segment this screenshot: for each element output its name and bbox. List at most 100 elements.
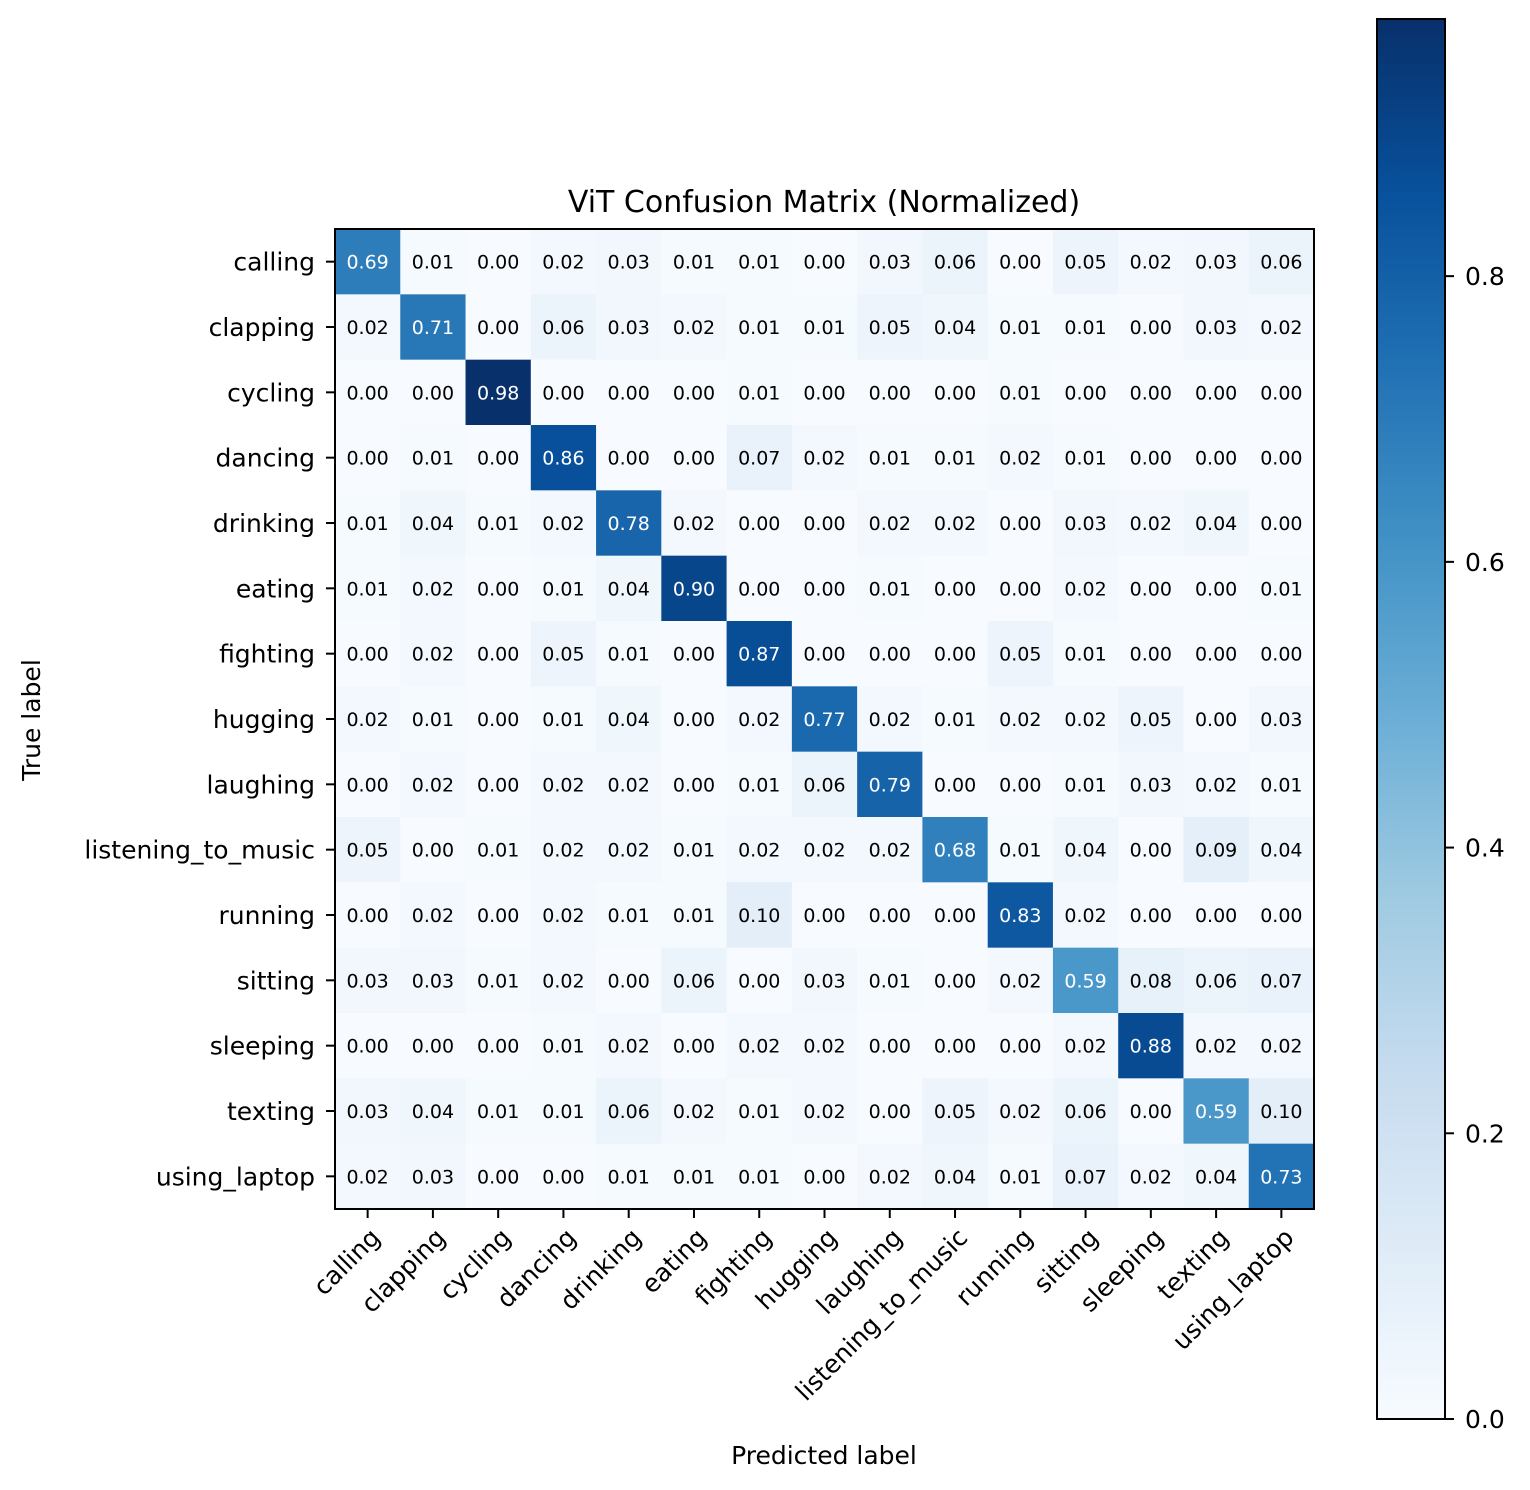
cell-value-label: 0.00	[869, 905, 911, 927]
heatmap-cell	[1248, 882, 1315, 949]
heatmap-cell	[661, 425, 728, 491]
colorbar-tick-label: 0.0	[1465, 1405, 1505, 1434]
cell-value-label: 0.00	[477, 774, 519, 796]
heatmap-cell	[530, 686, 597, 753]
heatmap-cell	[1052, 882, 1119, 949]
heatmap-cell	[465, 1078, 532, 1145]
cell-value-label: 0.01	[934, 709, 976, 731]
y-tick-label: laughing	[207, 770, 315, 799]
heatmap-cell	[1183, 229, 1250, 295]
cell-value-label: 0.00	[934, 1036, 976, 1058]
cell-value-label: 0.02	[803, 1036, 845, 1058]
cell-value-label: 0.02	[542, 970, 584, 992]
cell-value-label: 0.00	[1195, 382, 1237, 404]
heatmap-cell	[596, 1143, 662, 1210]
cell-value-label: 0.00	[869, 382, 911, 404]
cell-value-label: 0.00	[999, 252, 1041, 274]
cell-value-label: 0.04	[1260, 840, 1302, 862]
heatmap-cell	[530, 947, 597, 1014]
heatmap-cell	[335, 229, 401, 295]
heatmap-cell	[987, 490, 1054, 557]
cell-value-label: 0.02	[869, 709, 911, 731]
cell-value-label: 0.01	[673, 905, 715, 927]
heatmap-cell	[1183, 359, 1250, 426]
heatmap-cell	[726, 294, 793, 361]
heatmap-cell	[726, 751, 793, 818]
y-tick-label: cycling	[227, 378, 315, 407]
cell-value-label: 0.00	[1260, 905, 1302, 927]
heatmap-cell	[335, 1143, 401, 1210]
cell-value-label: 0.04	[1195, 1166, 1237, 1188]
heatmap-cell	[465, 686, 532, 753]
heatmap-cell	[596, 359, 662, 426]
cell-value-label: 0.00	[803, 382, 845, 404]
heatmap-cell	[726, 555, 793, 622]
heatmap-cell	[400, 555, 467, 622]
cell-value-label: 0.03	[1195, 317, 1237, 339]
heatmap-cell	[661, 882, 728, 949]
cell-value-label: 0.00	[803, 905, 845, 927]
cell-value-label: 0.00	[346, 905, 388, 927]
cell-value-label: 0.00	[477, 1036, 519, 1058]
heatmap-cell	[922, 817, 989, 883]
heatmap-cell	[596, 425, 662, 491]
cell-value-label: 0.02	[1260, 1036, 1302, 1058]
heatmap-cell	[922, 1078, 989, 1145]
heatmap-cell	[661, 294, 728, 361]
cell-value-label: 0.02	[673, 317, 715, 339]
cell-value-label: 0.05	[542, 644, 584, 666]
heatmap-cell	[661, 947, 728, 1014]
heatmap-cell	[1183, 817, 1250, 883]
y-tick-label: clapping	[209, 313, 315, 342]
heatmap-cell	[987, 947, 1054, 1014]
heatmap-cell	[1248, 1013, 1315, 1079]
y-tick-label: eating	[236, 574, 315, 603]
heatmap-cell	[530, 882, 597, 949]
cell-value-label: 0.00	[934, 644, 976, 666]
heatmap-cell	[922, 425, 989, 491]
heatmap-cell	[530, 359, 597, 426]
cell-value-label: 0.08	[1130, 970, 1172, 992]
heatmap-cell	[1052, 751, 1119, 818]
cell-value-label: 0.02	[1130, 1166, 1172, 1188]
heatmap-cell	[530, 555, 597, 622]
heatmap-cell	[791, 882, 858, 949]
cell-value-label: 0.77	[803, 709, 845, 731]
cell-value-label: 0.03	[608, 317, 650, 339]
cell-value-label: 0.01	[869, 578, 911, 600]
cell-value-label: 0.71	[412, 317, 454, 339]
heatmap-cell	[1183, 1143, 1250, 1210]
heatmap-cell	[465, 425, 532, 491]
heatmap-cell	[987, 294, 1054, 361]
cell-value-label: 0.01	[738, 1166, 780, 1188]
heatmap-cell	[1118, 947, 1185, 1014]
y-tick-label: running	[219, 901, 315, 930]
heatmap-cell	[791, 294, 858, 361]
heatmap-cell	[661, 817, 728, 883]
cell-value-label: 0.69	[346, 252, 388, 274]
cell-value-label: 0.01	[999, 1166, 1041, 1188]
cell-value-label: 0.00	[1130, 578, 1172, 600]
cell-value-label: 0.00	[999, 513, 1041, 535]
heatmap-cell	[400, 882, 467, 949]
cell-value-label: 0.10	[738, 905, 780, 927]
y-tick-label: sitting	[237, 966, 315, 995]
cell-value-label: 0.00	[477, 905, 519, 927]
cell-value-label: 0.00	[999, 578, 1041, 600]
cell-value-label: 0.00	[477, 709, 519, 731]
heatmap-cell	[791, 1078, 858, 1145]
cell-value-label: 0.03	[1130, 774, 1172, 796]
heatmap-cell	[661, 621, 728, 687]
heatmap-cell	[726, 882, 793, 949]
cell-value-label: 0.06	[608, 1101, 650, 1123]
cell-value-label: 0.00	[803, 513, 845, 535]
cell-value-label: 0.01	[608, 1166, 650, 1188]
heatmap-cell	[922, 1143, 989, 1210]
cell-value-label: 0.00	[1195, 905, 1237, 927]
cell-value-label: 0.00	[412, 382, 454, 404]
cell-value-label: 0.78	[608, 513, 650, 535]
cell-value-label: 0.01	[934, 448, 976, 470]
heatmap-cell	[335, 490, 401, 557]
cell-value-label: 0.03	[869, 252, 911, 274]
cell-value-label: 0.01	[542, 1036, 584, 1058]
